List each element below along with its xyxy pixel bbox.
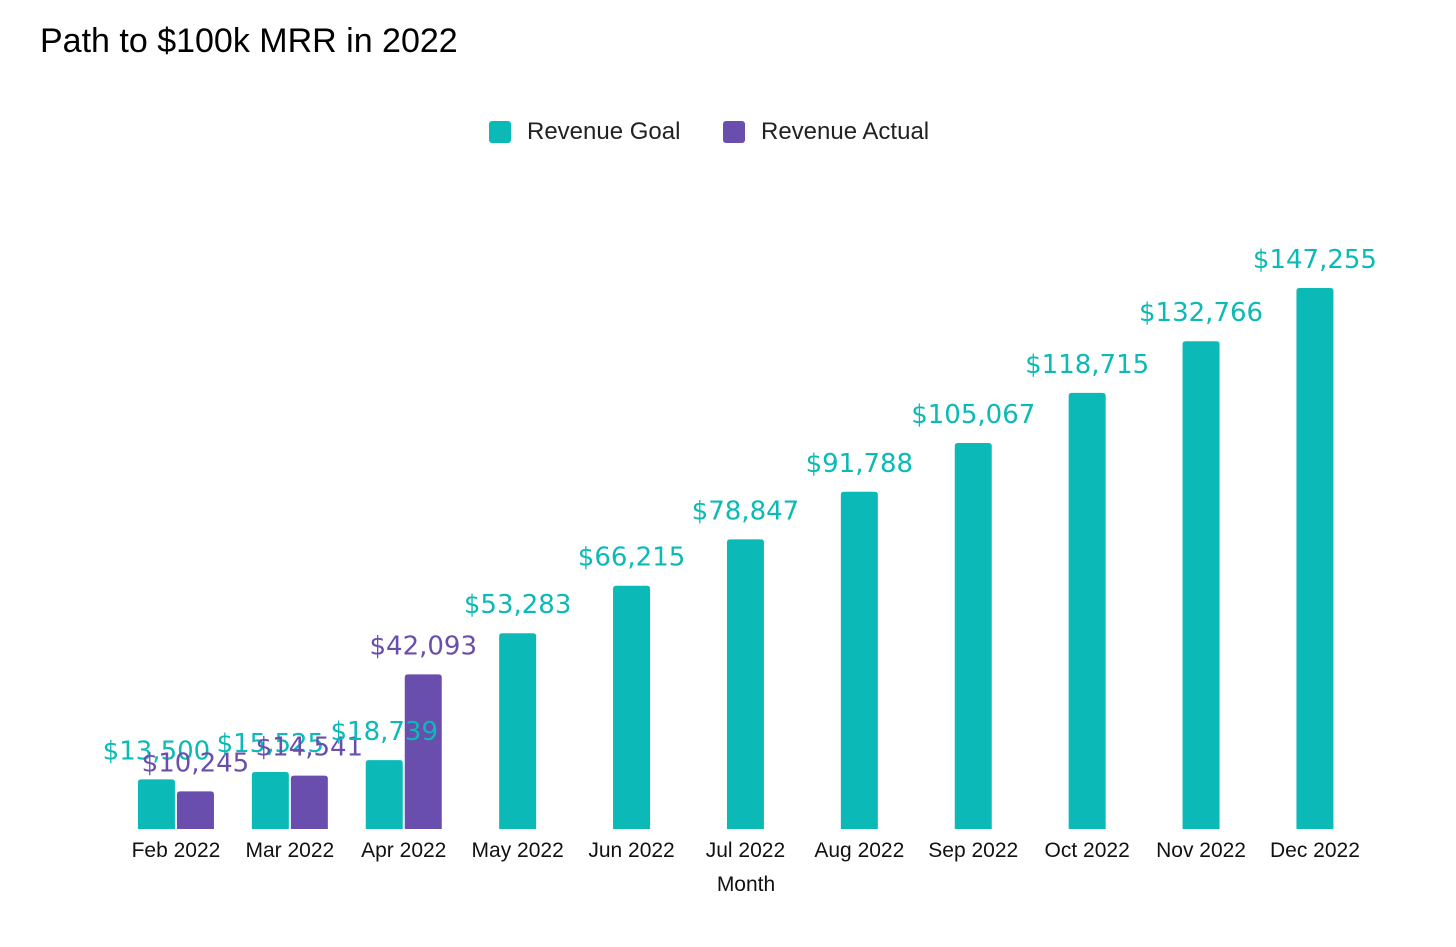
- data-label-goal-nov-2022: $132,766: [1139, 298, 1263, 328]
- bar-goal-sep-2022[interactable]: [954, 442, 992, 829]
- x-tick-labels: Feb 2022 Mar 2022 Apr 2022 May 2022 Jun 2022…: [132, 839, 1360, 862]
- data-label-goal-apr-2022: $18,739: [330, 717, 438, 747]
- bar-goal-oct-2022[interactable]: [1068, 392, 1106, 829]
- x-tick-label-jul-2022: Jul 2022: [706, 839, 785, 862]
- bar-goal-nov-2022[interactable]: [1182, 341, 1220, 829]
- x-tick-label-jun-2022: Jun 2022: [588, 839, 674, 862]
- x-tick-label-may-2022: May 2022: [472, 839, 564, 862]
- bar-goal-jul-2022[interactable]: [726, 539, 764, 829]
- data-label-goal-mar-2022: $15,525: [217, 729, 325, 759]
- bar-goal-jun-2022[interactable]: [613, 585, 651, 829]
- bar-goal-feb-2022[interactable]: [137, 779, 175, 829]
- data-label-actual-mar-2022: $14,541: [256, 733, 364, 763]
- bar-actual-mar-2022[interactable]: [290, 775, 328, 829]
- x-tick-label-mar-2022: Mar 2022: [245, 839, 334, 862]
- x-tick-label-aug-2022: Aug 2022: [814, 839, 904, 862]
- x-tick-label-dec-2022: Dec 2022: [1270, 839, 1360, 862]
- legend-item-revenue-goal[interactable]: Revenue Goal: [489, 116, 680, 148]
- legend-swatch-revenue-goal: [489, 121, 511, 143]
- data-label-actual-apr-2022: $42,093: [369, 631, 477, 661]
- bar-goal-mar-2022[interactable]: [251, 771, 289, 829]
- data-label-goal-feb-2022: $13,500: [103, 736, 211, 766]
- bar-goal-dec-2022[interactable]: [1296, 288, 1334, 829]
- data-label-goal-dec-2022: $147,255: [1253, 245, 1377, 275]
- data-label-goal-oct-2022: $118,715: [1025, 350, 1149, 380]
- data-label-goal-aug-2022: $91,788: [806, 449, 914, 479]
- bar-goal-apr-2022[interactable]: [365, 760, 403, 829]
- bars-layer: [137, 288, 1334, 829]
- bar-goal-may-2022[interactable]: [499, 633, 537, 829]
- legend-label-revenue-actual: Revenue Actual: [761, 118, 930, 145]
- x-axis-title: Month: [717, 873, 775, 896]
- legend-swatch-revenue-actual: [723, 121, 745, 143]
- x-tick-label-apr-2022: Apr 2022: [361, 839, 446, 862]
- data-label-goal-sep-2022: $105,067: [911, 400, 1035, 430]
- data-label-goal-jul-2022: $78,847: [692, 496, 800, 526]
- chart-title: Path to $100k MRR in 2022: [40, 22, 458, 60]
- legend: Revenue Goal Revenue Actual: [0, 116, 1456, 148]
- data-labels-layer: $13,500$10,245$15,525$14,541$18,739 $42,0…: [103, 245, 1377, 778]
- data-label-actual-feb-2022: $10,245: [142, 748, 250, 778]
- data-label-goal-jun-2022: $66,215: [578, 543, 686, 573]
- legend-item-revenue-actual[interactable]: Revenue Actual: [723, 116, 929, 148]
- legend-label-revenue-goal: Revenue Goal: [527, 118, 681, 145]
- x-tick-label-sep-2022: Sep 2022: [928, 839, 1018, 862]
- data-label-goal-may-2022: $53,283: [464, 590, 572, 620]
- x-tick-label-nov-2022: Nov 2022: [1156, 839, 1246, 862]
- bar-actual-apr-2022[interactable]: [404, 674, 442, 829]
- x-tick-label-oct-2022: Oct 2022: [1045, 839, 1130, 862]
- x-tick-label-feb-2022: Feb 2022: [132, 839, 221, 862]
- bar-goal-aug-2022[interactable]: [840, 491, 878, 829]
- bar-actual-feb-2022[interactable]: [176, 791, 214, 829]
